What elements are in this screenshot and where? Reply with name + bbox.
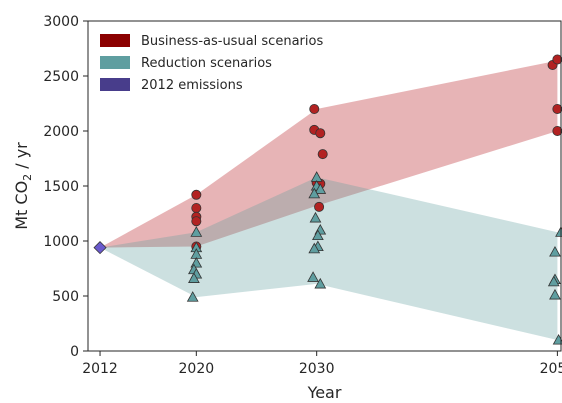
scenario-bands: [100, 60, 558, 340]
data-markers: [93, 54, 562, 345]
point-s0-5: [309, 104, 320, 115]
point-s1-12: [309, 211, 322, 223]
y-axis-label-subscript: 2: [21, 174, 34, 181]
y-axis-label-main: Mt CO: [12, 181, 31, 230]
point-s1-22: [547, 275, 560, 287]
point-s1-18: [314, 277, 327, 289]
y-axis-label-unit: / yr: [12, 142, 31, 174]
point-s1-17: [307, 271, 319, 282]
point-s1-11: [308, 187, 321, 199]
point-s0-1: [191, 202, 202, 213]
y-tick-label-4: 2000: [43, 124, 79, 140]
y-tick-label-1: 500: [52, 289, 79, 305]
point-s0-7: [315, 128, 326, 139]
y-tick-label-3: 1500: [43, 179, 79, 195]
point-s1-7: [186, 291, 199, 302]
x-tick-label-0: 2012: [82, 361, 118, 377]
legend-swatch-2: [100, 78, 130, 91]
point-s0-0: [191, 189, 202, 200]
x-tick-label-2: 2030: [299, 361, 335, 377]
point-s2-0: [93, 241, 107, 255]
band-0: [100, 60, 558, 248]
point-s0-3: [191, 216, 202, 227]
point-s1-16: [308, 242, 321, 254]
point-s1-0: [190, 226, 203, 237]
legend-label-2: 2012 emissions: [141, 78, 243, 93]
y-tick-label-2: 1000: [43, 234, 79, 250]
y-tick-label-5: 2500: [43, 69, 79, 85]
point-s0-11: [314, 201, 325, 212]
legend-swatch-0: [100, 34, 130, 47]
y-tick-label-6: 3000: [43, 14, 79, 30]
y-tick-label-0: 0: [70, 344, 79, 360]
x-tick-label-1: 2020: [179, 361, 215, 377]
legend-label-0: Business-as-usual scenarios: [141, 34, 323, 49]
band-1: [100, 177, 558, 340]
legend: Business-as-usual scenarios Reduction sce…: [100, 34, 323, 93]
point-s0-8: [317, 149, 328, 160]
legend-label-1: Reduction scenarios: [141, 56, 272, 71]
y-axis-label: Mt CO2 / yr: [12, 142, 34, 230]
point-s1-10: [314, 183, 327, 194]
point-s1-14: [312, 229, 324, 241]
point-s1-20: [549, 245, 561, 257]
point-s1-6: [188, 272, 200, 283]
x-axis-label: Year: [307, 383, 342, 402]
point-s1-23: [549, 288, 561, 300]
legend-swatch-1: [100, 56, 130, 69]
y-axis-ticks: 0 500 1000 1500 2000 2500 3000: [43, 14, 88, 360]
